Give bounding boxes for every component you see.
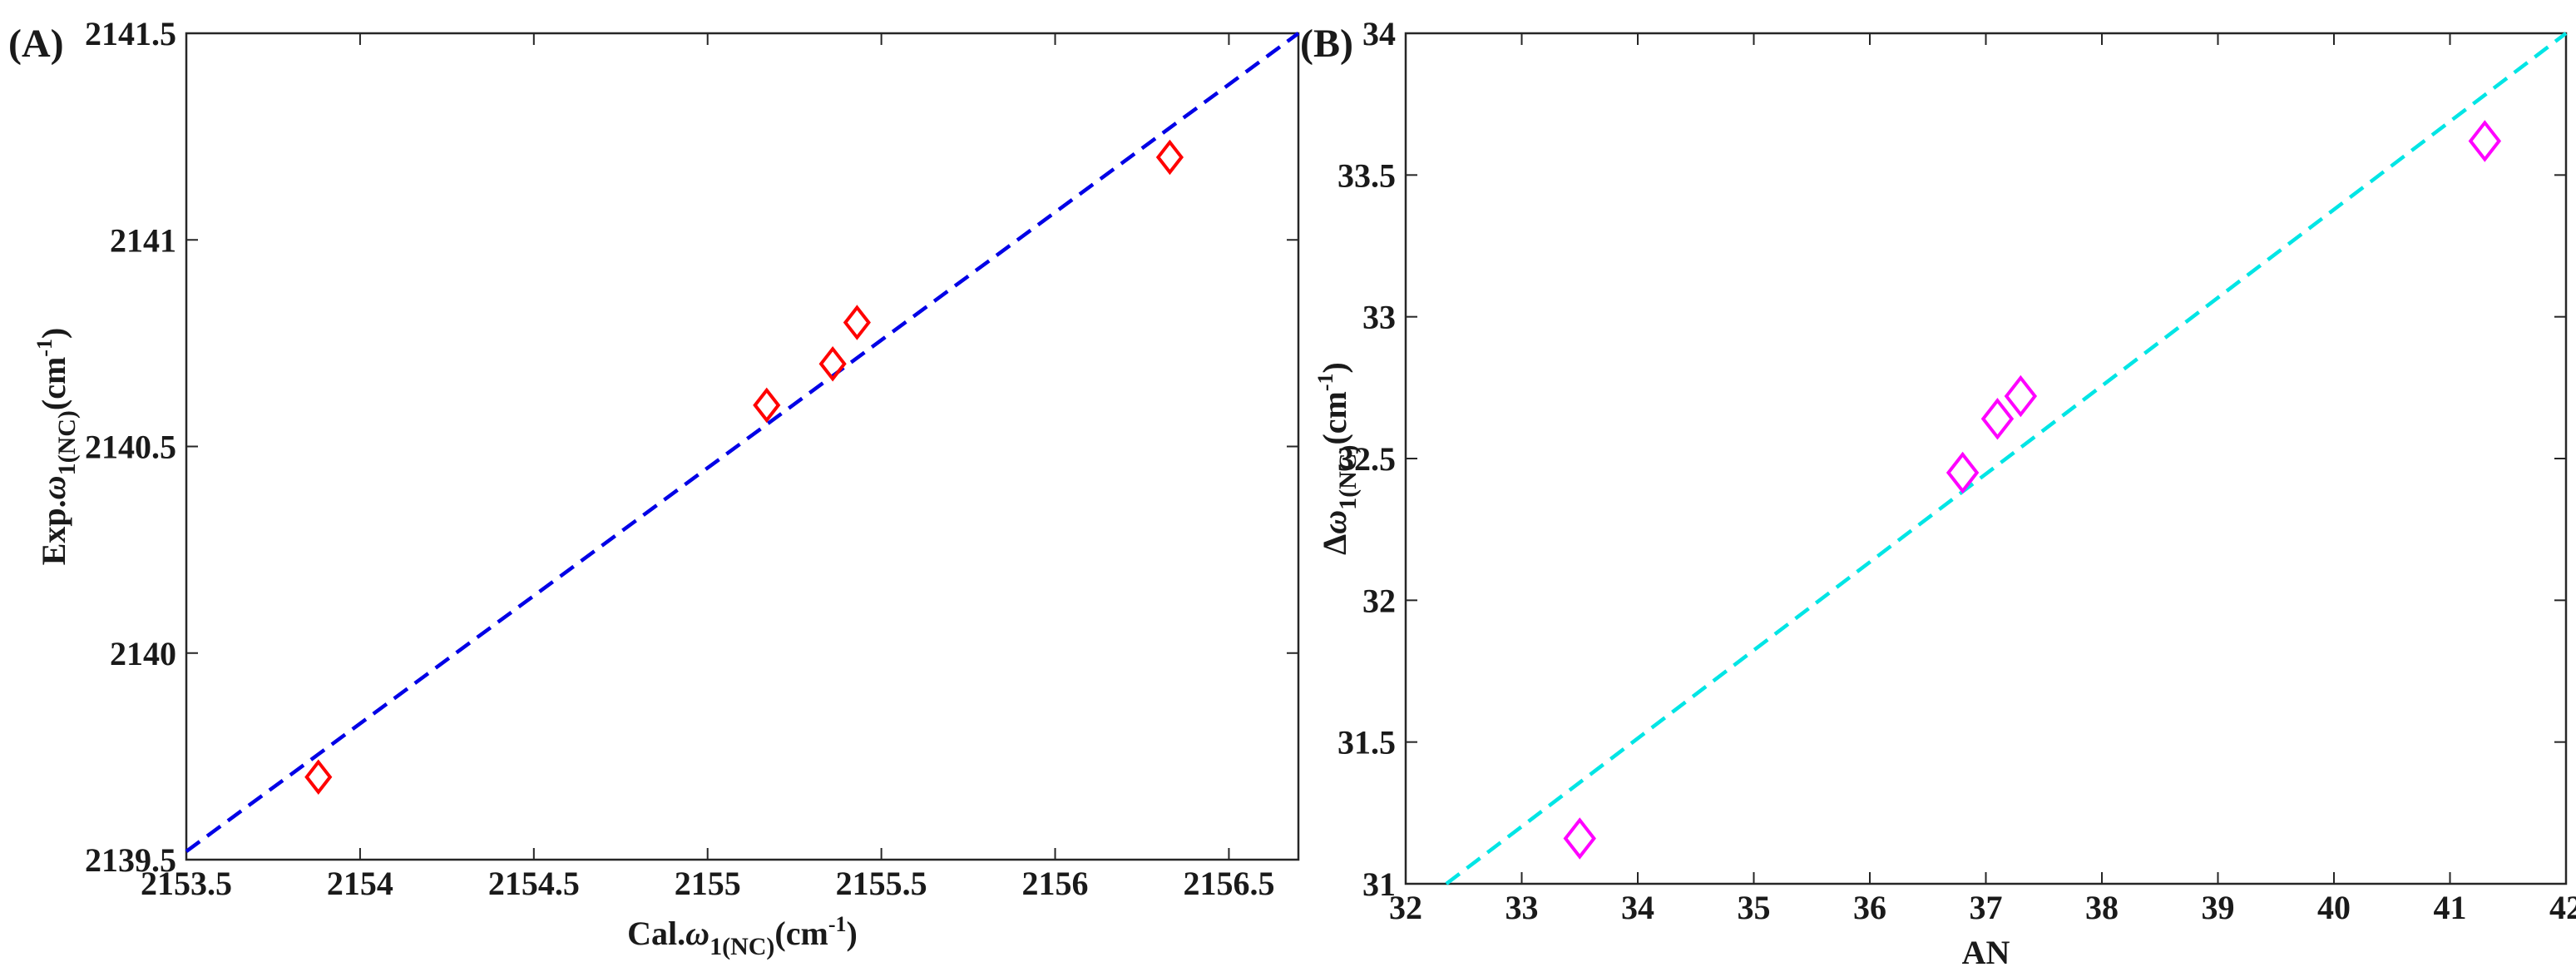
plot-area-frame — [1404, 32, 2568, 885]
axis-label-unit-close: ) — [35, 328, 72, 339]
x-tick-label: 42 — [2549, 889, 2576, 926]
y-tick-label: 2140.5 — [85, 429, 176, 466]
axis-label-superscript: -1 — [32, 339, 57, 357]
x-tick-label: 2153.5 — [141, 865, 232, 902]
axis-label-prefix: Δ — [1316, 534, 1353, 555]
data-point-marker — [1155, 139, 1184, 176]
x-tick-label: 36 — [1853, 889, 1886, 926]
y-tick-label: 32.5 — [1337, 440, 1396, 478]
data-point-marker — [2004, 374, 2038, 418]
x-tick-label: 32 — [1389, 889, 1422, 926]
fit-line — [185, 32, 1300, 853]
x-tick-label: 37 — [1970, 889, 2003, 926]
y-tick-label: 34 — [1362, 15, 1396, 52]
x-tick-label: 2155.5 — [836, 865, 927, 902]
axis-label-subscript: 1(NC) — [1334, 445, 1362, 510]
panel-label: (B) — [1300, 22, 1353, 66]
axis-label-subscript: 1(NC) — [710, 933, 774, 960]
x-tick-label: 33 — [1506, 889, 1539, 926]
axis-label-symbol: ω — [1316, 510, 1353, 534]
x-tick-label: 2154.5 — [488, 865, 580, 902]
panel-label: (A) — [8, 22, 64, 66]
data-point-marker — [2468, 120, 2502, 162]
x-tick-label: 2156.5 — [1183, 865, 1274, 902]
x-tick-label: 2154 — [327, 865, 393, 902]
data-point-marker — [304, 759, 333, 795]
x-tick-label: 35 — [1738, 889, 1771, 926]
y-tick-label: 2140 — [110, 635, 176, 672]
axis-label-symbol: ω — [685, 915, 710, 952]
chart-panel-b: 32 33 34 35 36 37 38 39 40 41 42 31 31.5 32 32.5 33 33.5… — [1300, 15, 2576, 971]
y-tick-label: 33 — [1362, 299, 1396, 336]
data-point-marker — [753, 387, 781, 424]
data-point-marker — [1563, 817, 1596, 860]
y-tick-label: 31.5 — [1337, 724, 1396, 761]
axis-label-superscript: -1 — [1313, 373, 1337, 391]
axis-label-symbol: ω — [35, 475, 72, 499]
y-tick-label: 2139.5 — [85, 841, 176, 879]
x-tick-label: 38 — [2085, 889, 2119, 926]
x-axis-title: Cal.ω1(NC)(cm-1) — [627, 912, 858, 960]
data-point-marker — [818, 345, 847, 382]
chart-panel-a: 2153.5 2154 2154.5 2155 2155.5 2156 2156.5 2139… — [8, 15, 1300, 960]
y-axis-title: Exp.ω1(NC)(cm-1) — [32, 328, 81, 566]
x-tick-label: 40 — [2317, 889, 2351, 926]
x-tick-label: 41 — [2434, 889, 2467, 926]
x-axis-title: AN — [1962, 934, 2010, 971]
data-point-marker — [843, 305, 871, 340]
data-point-marker — [1946, 451, 1980, 494]
data-point-marker — [1980, 398, 2015, 440]
axis-label-unit: (cm — [35, 357, 72, 410]
axis-label-subscript: 1(NC) — [53, 410, 81, 475]
x-tick-label: 34 — [1621, 889, 1654, 926]
axis-label-unit: (cm — [774, 915, 828, 952]
fit-line — [1445, 32, 2568, 885]
axis-label-prefix: AN — [1962, 934, 2010, 971]
y-tick-label: 33.5 — [1337, 156, 1396, 194]
axis-label-prefix: Exp. — [35, 499, 72, 565]
y-tick-label: 32 — [1362, 582, 1396, 619]
y-tick-label: 31 — [1362, 865, 1396, 903]
y-tick-label: 2141 — [110, 221, 176, 259]
x-tick-label: 2155 — [675, 865, 741, 902]
axis-label-prefix: Cal. — [627, 915, 685, 952]
x-tick-label: 2156 — [1022, 865, 1089, 902]
x-tick-label: 39 — [2202, 889, 2235, 926]
axis-label-unit-close: ) — [1316, 362, 1353, 373]
axis-label-unit: (cm — [1316, 391, 1353, 444]
y-axis-title: Δω1(NC)(cm-1) — [1313, 362, 1362, 555]
axis-label-superscript: -1 — [828, 912, 847, 936]
y-tick-label: 2141.5 — [85, 15, 176, 52]
axis-label-unit-close: ) — [847, 915, 858, 952]
